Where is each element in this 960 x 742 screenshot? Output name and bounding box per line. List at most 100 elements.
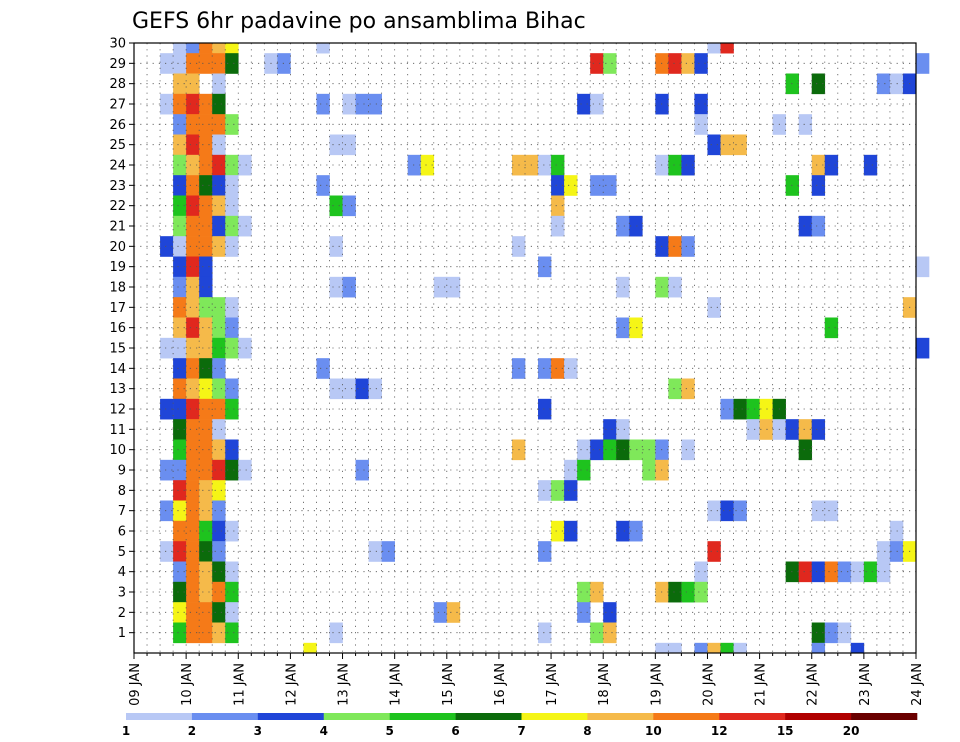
heatmap-cell [225,581,239,603]
heatmap-cell [212,358,226,379]
heatmap-cell [577,602,591,623]
heatmap-cell [538,480,552,501]
heatmap-cell [707,642,721,654]
heatmap-cell [199,134,213,156]
heatmap-cell [850,642,865,654]
heatmap-cell [225,378,239,400]
heatmap-cell [225,175,239,196]
heatmap-cell [707,43,721,54]
heatmap-cell [694,93,708,115]
heatmap-cell [186,317,200,339]
heatmap-cell [173,419,187,440]
heatmap-cell [733,500,747,522]
heatmap-cell [551,154,565,176]
heatmap-cell [173,581,187,603]
heatmap-cell [577,93,591,115]
heatmap-cell [811,175,826,196]
heatmap-cell [186,439,200,461]
heatmap-cell [212,439,226,461]
heatmap-cell [173,541,187,562]
heatmap-cell [173,73,187,95]
heatmap-cell [420,154,435,176]
colorbar-label: 12 [711,724,728,738]
heatmap-cell [733,642,747,654]
heatmap-cell [720,642,734,654]
heatmap-cell [329,195,343,217]
colorbar-swatch [521,713,588,720]
heatmap-cell [798,215,813,237]
heatmap-cell [668,581,682,603]
heatmap-cell [616,439,630,461]
heatmap-cell [433,276,448,298]
heatmap-cell [173,398,187,420]
heatmap-cell [186,358,200,379]
heatmap-cell [681,439,695,461]
heatmap-cell [355,459,369,481]
heatmap-cell [186,73,200,95]
heatmap-cell [720,500,734,522]
heatmap-cell [186,256,200,278]
heatmap-cell [876,541,891,562]
heatmap-cell [629,520,643,542]
heatmap-cell [173,358,187,379]
heatmap-cell [564,358,578,379]
heatmap-cell [707,134,721,156]
heatmap-cell [316,175,330,196]
heatmap-cell [746,398,760,420]
heatmap-cell [694,53,708,74]
heatmap-cell [173,43,187,54]
heatmap-cell [446,276,461,298]
heatmap-cell [316,43,330,54]
heatmap-cell [811,73,826,95]
colorbar-label: 8 [583,724,591,738]
x-tick-label: 12 JAN [284,663,299,706]
heatmap-cell [199,276,213,298]
y-tick-label: 2 [118,606,126,621]
colorbar-label: 1 [122,724,130,738]
heatmap-cell [160,236,174,257]
heatmap-cell [173,154,187,176]
heatmap-cell [225,439,239,461]
x-tick-label: 13 JAN [337,663,352,706]
colorbar-label: 15 [777,724,794,738]
heatmap-cell [538,154,552,176]
heatmap-cell [173,114,187,135]
colorbar-swatch [389,713,456,720]
heatmap-cell [707,500,721,522]
heatmap-cell [186,378,200,400]
y-tick-label: 4 [118,565,126,580]
heatmap-cell [577,459,591,481]
heatmap-cell [446,602,461,623]
heatmap-cell [616,317,630,339]
colorbar-label: 10 [645,724,662,738]
heatmap-cell [668,642,682,654]
y-tick-label: 3 [118,586,126,601]
heatmap-cell [199,175,213,196]
heatmap-cell [212,154,226,176]
heatmap-cell [837,622,852,644]
heatmap-cell [212,195,226,217]
heatmap-cell [824,154,839,176]
heatmap-cell [746,419,760,440]
x-tick-label: 19 JAN [649,663,664,706]
heatmap-cell [368,378,382,400]
colorbar-swatch [587,713,654,720]
heatmap-cell [186,480,200,501]
heatmap-cell [811,215,826,237]
heatmap-cell [329,622,343,644]
heatmap-cell [316,93,330,115]
y-tick-label: 11 [109,423,126,438]
heatmap-cell [668,378,682,400]
colorbar-label: 2 [188,724,196,738]
heatmap-cell [368,93,382,115]
heatmap-cell [603,175,617,196]
heatmap-cell [199,114,213,135]
heatmap-cell [863,154,878,176]
heatmap-cell [668,276,682,298]
heatmap-cell [199,215,213,237]
heatmap-cell [199,358,213,379]
heatmap-cell [186,195,200,217]
heatmap-cell [329,236,343,257]
heatmap-cell [199,602,213,623]
heatmap-cell [720,43,734,54]
